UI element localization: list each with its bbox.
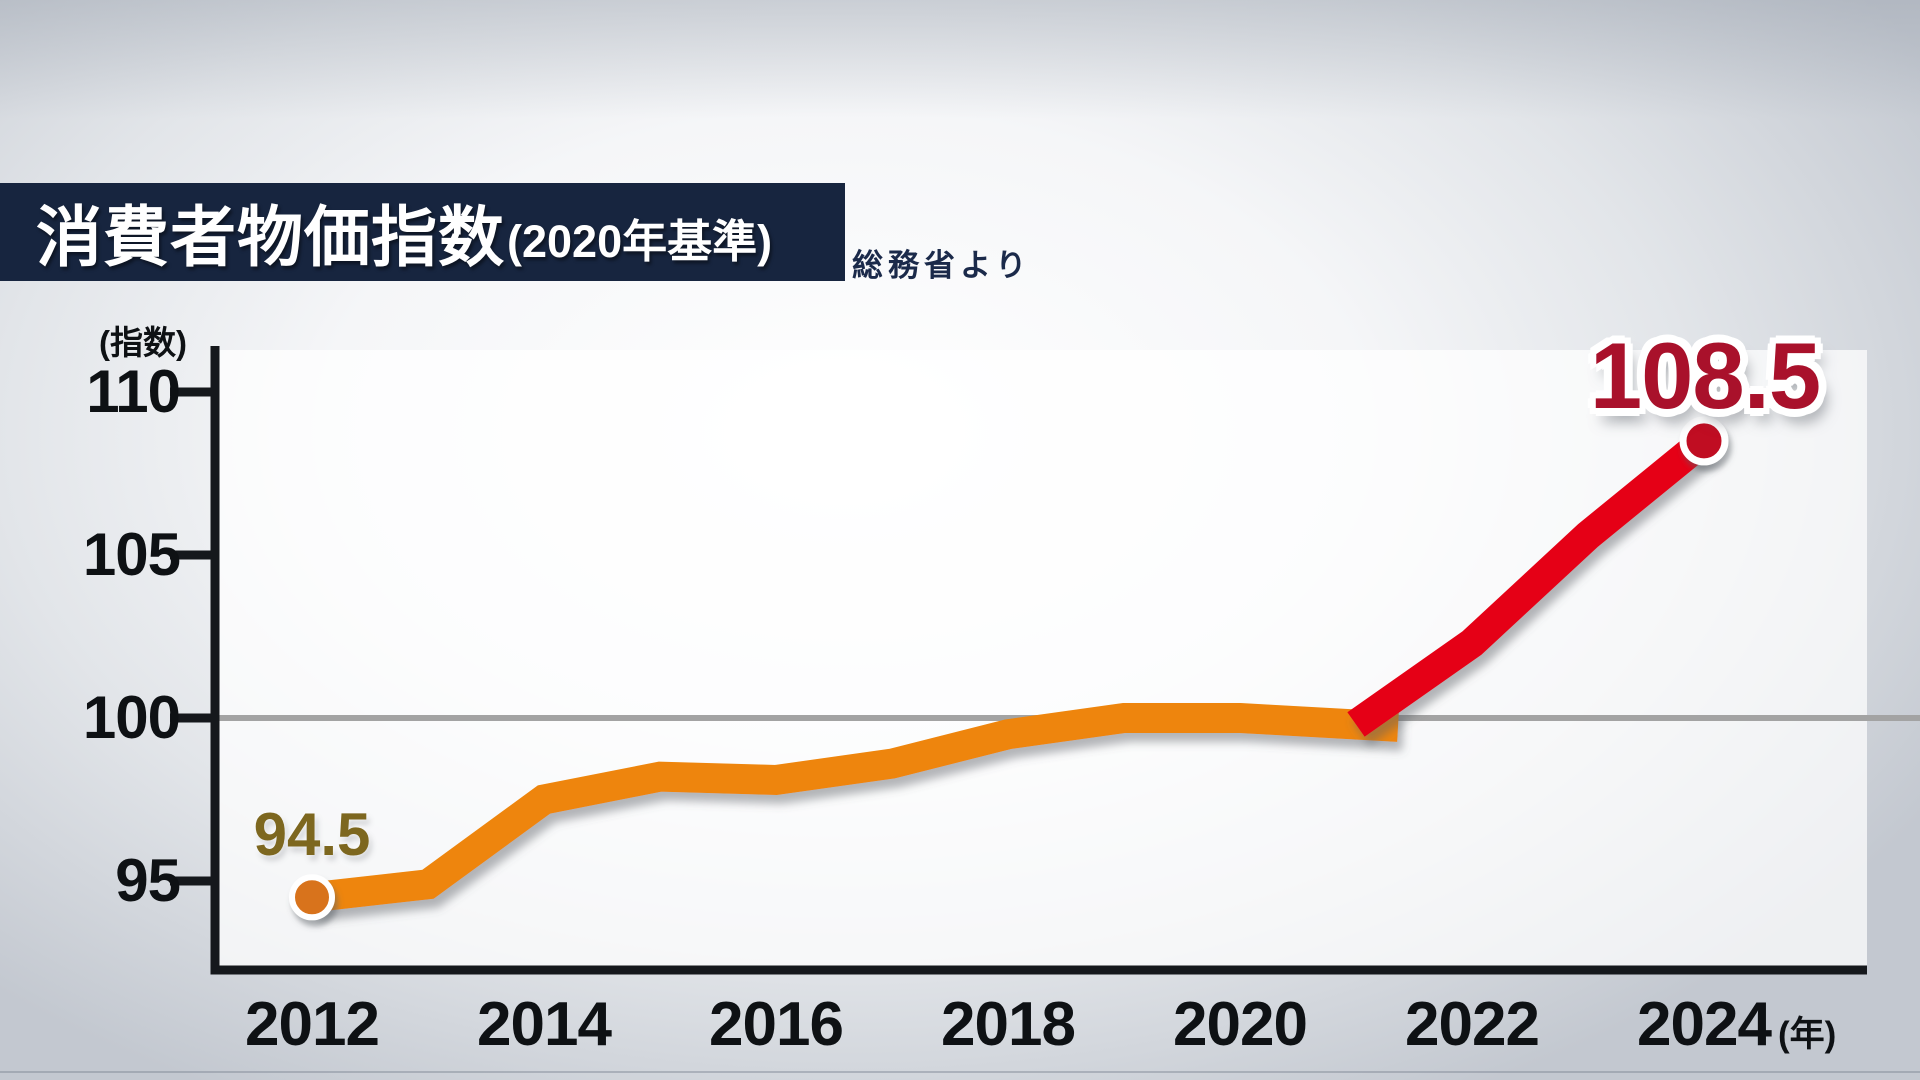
source-attribution: 総務省より — [852, 248, 1032, 283]
x-tick-label: 2024 — [1637, 990, 1772, 1059]
x-tick-label: 2014 — [477, 990, 612, 1059]
page-title: 消費者物価指数 — [36, 200, 505, 274]
x-tick-label: 2016 — [709, 990, 844, 1059]
x-tick-label: 2022 — [1405, 990, 1540, 1059]
y-axis-unit-label: (指数) — [99, 324, 187, 361]
title-bar: 消費者物価指数 (2020年基準) — [0, 183, 845, 281]
y-tick-label: 110 — [86, 358, 181, 425]
start-dot — [289, 874, 335, 921]
y-tick-label: 105 — [82, 521, 181, 588]
plot-area — [219, 350, 1867, 970]
bottom-hairline — [0, 1071, 1920, 1073]
line-segment-red — [1347, 429, 1714, 737]
page-title-suffix: (2020年基準) — [507, 215, 773, 267]
y-tick-label: 95 — [115, 847, 181, 914]
plot-area-background — [219, 350, 1867, 970]
axes-and-ticks — [170, 346, 1867, 975]
x-axis-unit-label: (年) — [1778, 1015, 1837, 1054]
start-value-annotation: 94.5 — [253, 801, 371, 868]
x-tick-label: 2018 — [941, 990, 1076, 1059]
x-tick-label: 2020 — [1173, 990, 1308, 1059]
x-tick-label: 2012 — [245, 990, 380, 1059]
endpoint-dots — [289, 416, 1729, 921]
end-value-annotation: 108.5 — [1589, 323, 1821, 428]
data-line-series — [310, 429, 1714, 913]
end-dot — [1679, 416, 1729, 466]
y-tick-label: 100 — [82, 684, 181, 751]
line-segment-orange — [310, 703, 1399, 913]
